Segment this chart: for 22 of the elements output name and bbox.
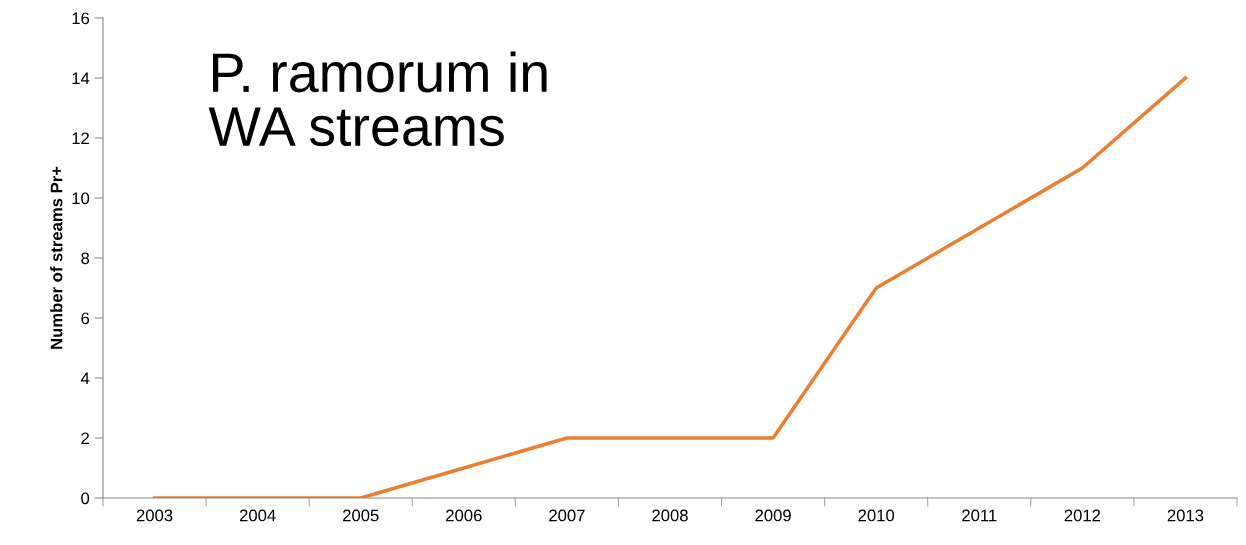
y-tick-label: 4 bbox=[80, 372, 90, 385]
y-tick-label: 12 bbox=[72, 132, 89, 145]
x-tick-label: 2012 bbox=[1064, 509, 1101, 522]
x-tick-label: 2008 bbox=[652, 509, 688, 522]
x-tick-label: 2004 bbox=[239, 509, 276, 522]
text: P. ramorum in WA streams bbox=[208, 51, 547, 147]
y-axis-title: Number of streams Pr+ bbox=[50, 166, 63, 349]
y-tick-label: 6 bbox=[81, 312, 90, 325]
x-tick-label: 2009 bbox=[755, 509, 791, 522]
x-tick-label: 2013 bbox=[1167, 509, 1204, 522]
x-tick-label: 2006 bbox=[446, 509, 482, 522]
y-tick-label: 2 bbox=[81, 432, 89, 445]
y-tick-label: 14 bbox=[72, 72, 90, 85]
x-tick-label: 2007 bbox=[549, 509, 585, 522]
y-tick-label: 16 bbox=[72, 12, 90, 25]
y-tick-label: 10 bbox=[72, 192, 90, 205]
y-tick-label: 0 bbox=[81, 492, 90, 505]
x-tick-label: 2003 bbox=[136, 509, 173, 522]
x-tick-label: 2011 bbox=[962, 509, 997, 522]
x-tick-label: 2010 bbox=[858, 509, 895, 522]
y-tick-label: 8 bbox=[81, 252, 90, 265]
x-tick-label: 2005 bbox=[343, 509, 379, 522]
